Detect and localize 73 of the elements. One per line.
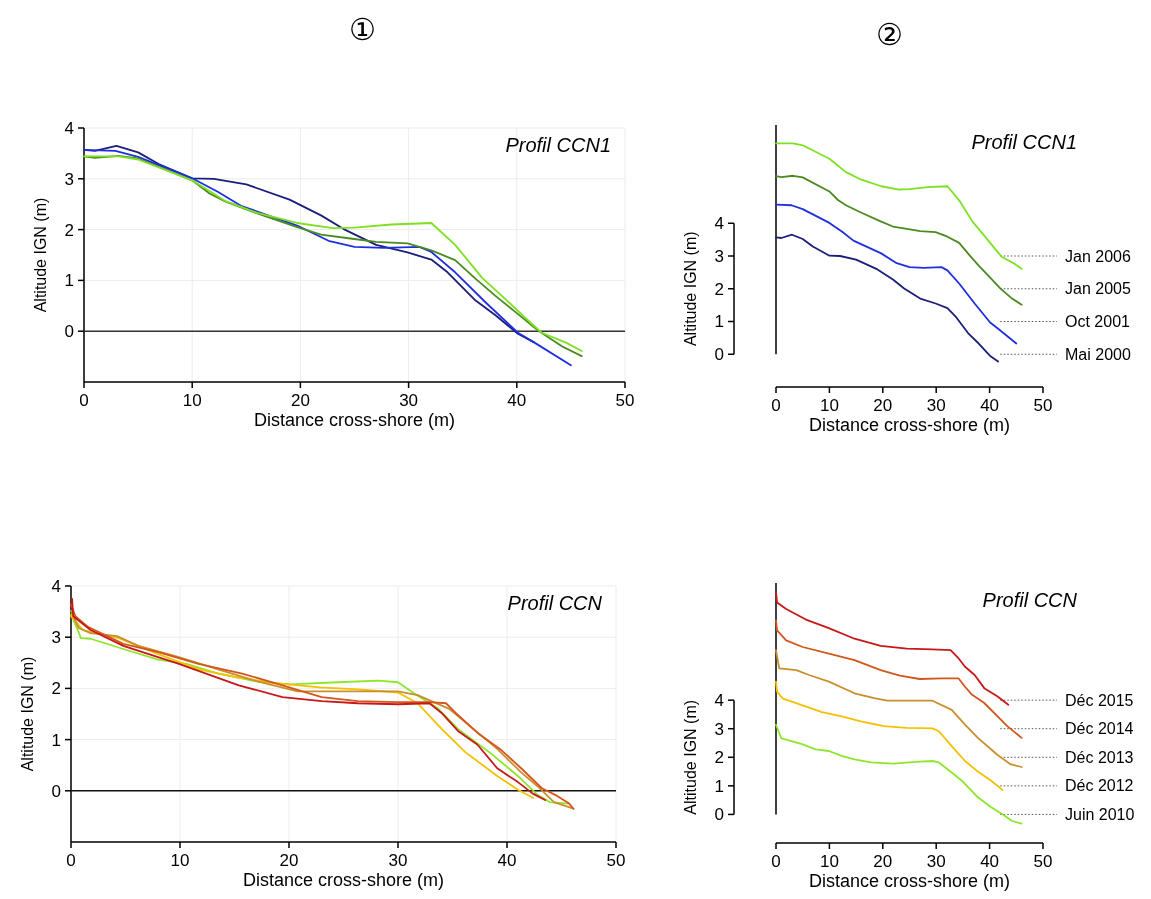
y-tick-label: 4	[64, 118, 74, 138]
y-tick-label: 3	[714, 719, 724, 739]
ref-line-label: Oct 2001	[1065, 313, 1131, 331]
ref-line-label: Déc 2014	[1065, 720, 1134, 738]
y-tick-label: 0	[714, 345, 724, 365]
y-tick-label: 1	[714, 776, 724, 796]
line-series	[775, 723, 1023, 825]
x-tick-label: 40	[497, 851, 517, 870]
ref-line-label: Mai 2000	[1065, 345, 1131, 363]
chart-title: Profil CCN1	[971, 131, 1077, 153]
x-tick-label: 20	[873, 396, 893, 415]
y-tick-label: 2	[714, 279, 724, 299]
x-tick-label: 10	[170, 851, 190, 870]
x-tick-label: 20	[279, 851, 299, 870]
y-tick-label: 2	[714, 748, 724, 768]
y-tick-label: 4	[51, 576, 61, 596]
x-tick-label: 50	[606, 851, 626, 870]
x-tick-label: 0	[771, 852, 781, 871]
y-tick-label: 3	[64, 169, 74, 189]
text: ①	[349, 12, 376, 47]
y-tick-label: 0	[714, 805, 724, 825]
line-series	[775, 174, 1023, 306]
x-tick-label: 20	[290, 391, 310, 410]
chart-title: Profil CCN	[982, 589, 1078, 611]
y-tick-label: 4	[714, 214, 724, 234]
y-tick-label: 0	[64, 322, 74, 342]
x-tick-label: 10	[182, 391, 202, 410]
line-series	[775, 619, 1023, 739]
x-tick-label: 30	[388, 851, 408, 870]
y-axis-title: Altitude IGN (m)	[32, 197, 49, 313]
x-tick-label: 30	[399, 391, 419, 410]
x-axis-title: Distance cross-shore (m)	[253, 410, 456, 430]
line-series	[775, 680, 1004, 791]
x-tick-label: 50	[1033, 852, 1053, 871]
y-axis-title: Altitude IGN (m)	[682, 699, 699, 815]
chart-title: Profil CCN1	[505, 134, 611, 156]
chart-title: Profil CCN	[507, 592, 603, 614]
y-tick-label: 3	[714, 246, 724, 266]
ref-line-label: Jan 2005	[1065, 280, 1131, 298]
y-tick-label: 1	[714, 312, 724, 332]
ref-line-label: Déc 2015	[1065, 691, 1134, 709]
x-tick-label: 40	[507, 391, 527, 410]
y-tick-label: 0	[51, 781, 61, 801]
x-tick-label: 10	[819, 396, 839, 415]
x-tick-label: 50	[615, 391, 635, 410]
text: ②	[876, 17, 903, 52]
x-tick-label: 30	[926, 396, 946, 415]
x-tick-label: 0	[771, 396, 781, 415]
x-tick-label: 40	[980, 396, 1000, 415]
line-series	[775, 649, 1023, 768]
ref-line-label: Juin 2010	[1065, 806, 1135, 824]
x-tick-label: 0	[79, 391, 89, 410]
y-tick-label: 1	[51, 730, 61, 750]
x-tick-label: 10	[819, 852, 839, 871]
y-tick-label: 2	[64, 220, 74, 240]
line-series	[775, 203, 1018, 345]
x-axis-title: Distance cross-shore (m)	[242, 870, 445, 890]
ref-line-label: Déc 2013	[1065, 748, 1134, 766]
y-tick-label: 4	[714, 691, 724, 711]
x-tick-label: 20	[873, 852, 893, 871]
ref-line-label: Jan 2006	[1065, 247, 1131, 265]
y-tick-label: 1	[64, 271, 74, 291]
x-axis-title: Distance cross-shore (m)	[808, 871, 1011, 891]
line-series	[775, 233, 1000, 363]
x-tick-label: 30	[926, 852, 946, 871]
y-axis-title: Altitude IGN (m)	[682, 231, 699, 347]
y-tick-label: 3	[51, 628, 61, 648]
y-tick-label: 2	[51, 679, 61, 699]
ref-line-label: Déc 2012	[1065, 777, 1134, 795]
x-tick-label: 50	[1033, 396, 1053, 415]
y-axis-title: Altitude IGN (m)	[19, 656, 36, 772]
x-tick-label: 40	[980, 852, 1000, 871]
x-axis-title: Distance cross-shore (m)	[808, 415, 1011, 435]
